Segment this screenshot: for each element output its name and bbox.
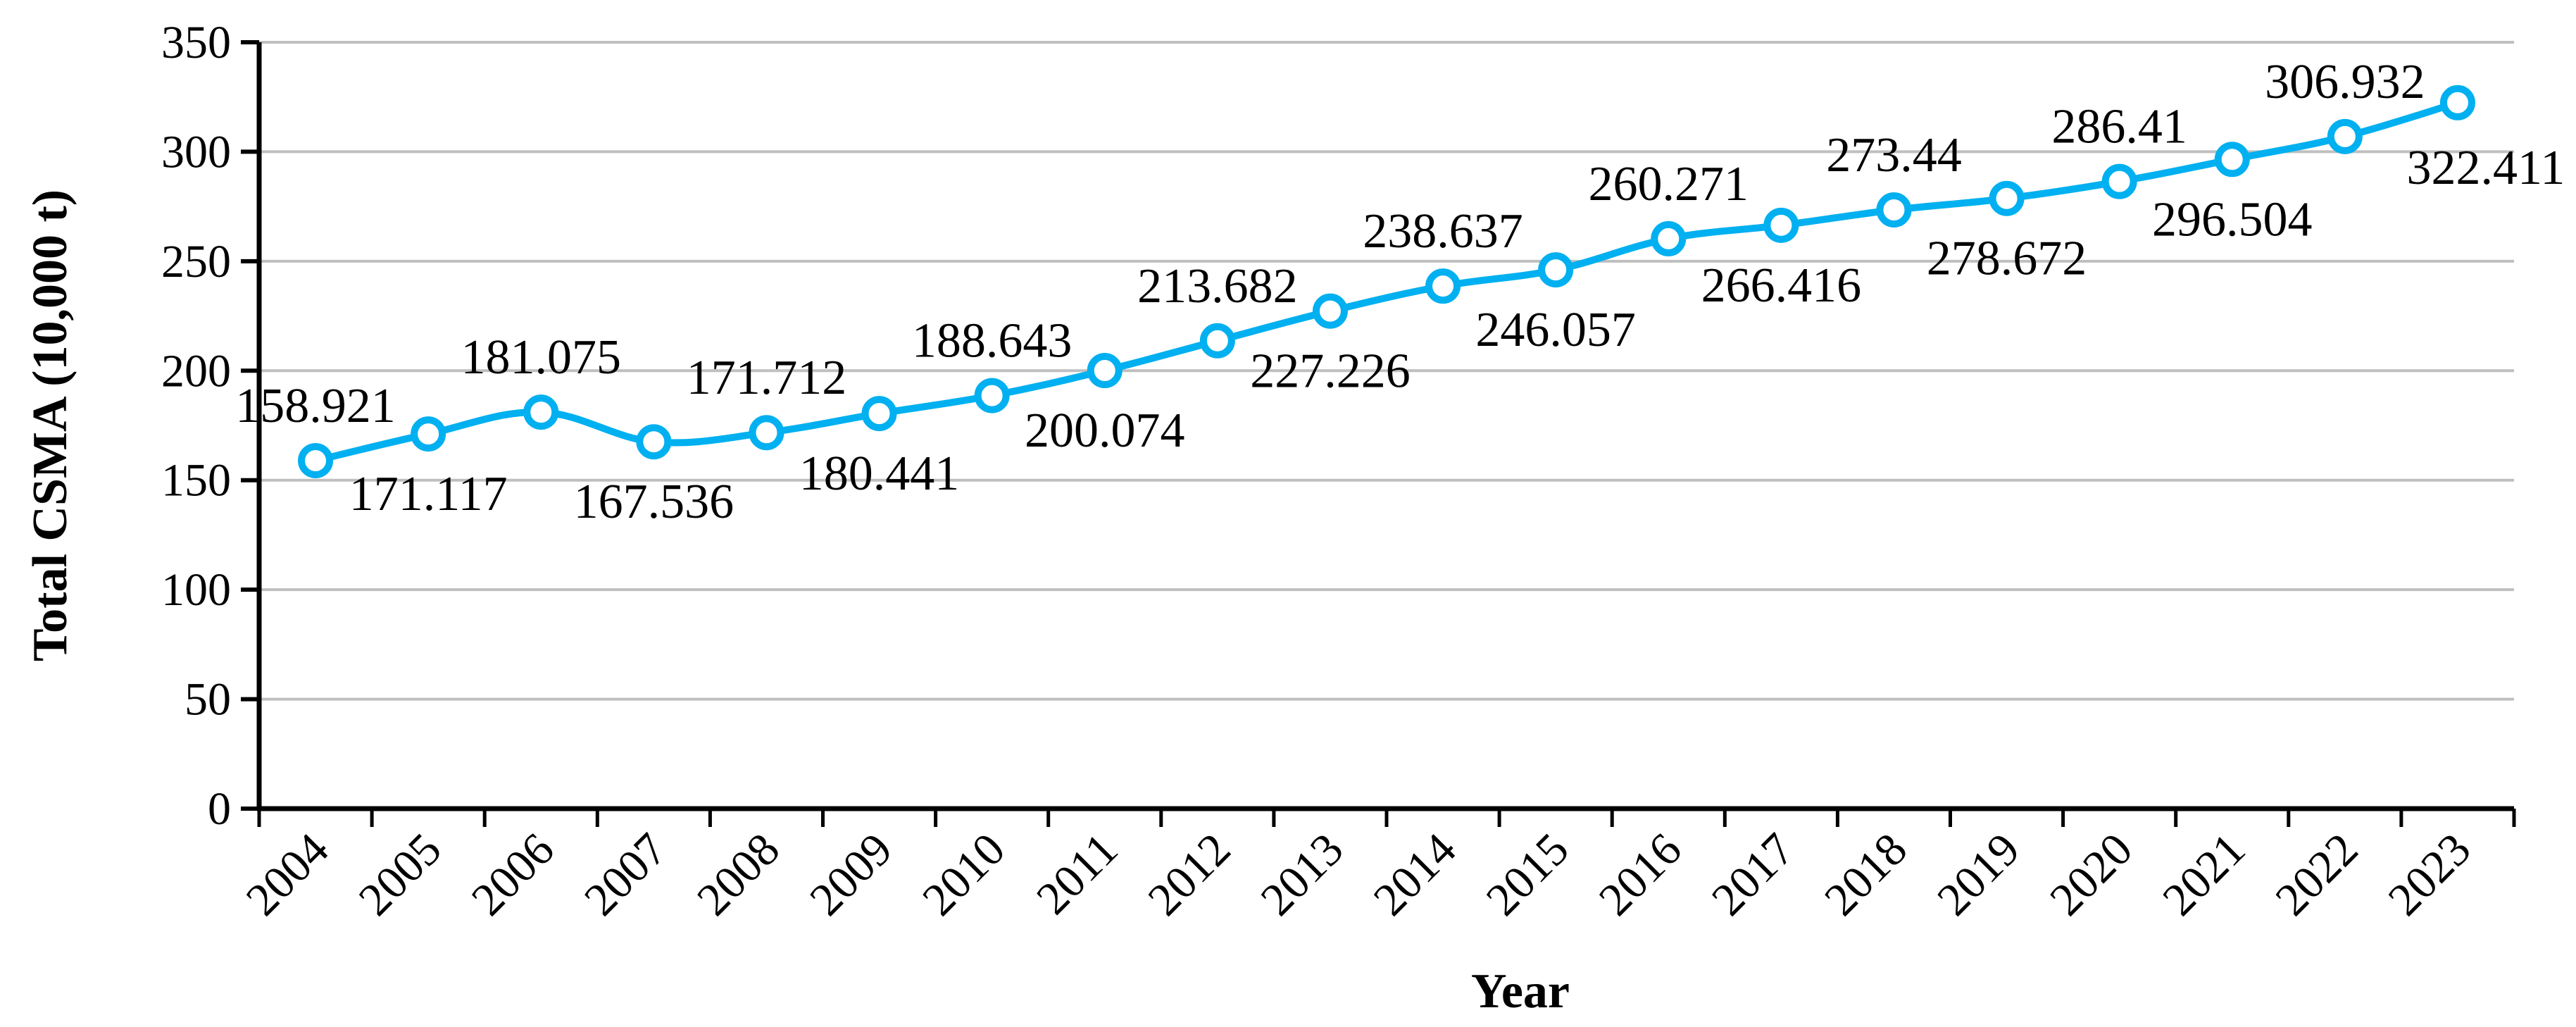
x-tick-label: 2020 xyxy=(2040,823,2142,926)
data-point-marker xyxy=(749,415,784,451)
data-label: 278.672 xyxy=(1927,232,2087,286)
x-tick-label: 2014 xyxy=(1364,823,1466,926)
data-label: 238.637 xyxy=(1363,204,1523,259)
data-label: 306.932 xyxy=(2265,55,2425,109)
x-tick-label: 2006 xyxy=(462,823,564,926)
data-label: 180.441 xyxy=(799,447,960,501)
data-label: 246.057 xyxy=(1475,303,1636,357)
gridlines xyxy=(259,41,2514,701)
y-tick-label: 250 xyxy=(161,236,231,287)
data-point-marker xyxy=(2101,163,2137,199)
data-point-marker xyxy=(298,442,334,478)
axes xyxy=(241,40,2516,827)
y-tick-labels: 0 50 100 150 200 250 300 350 xyxy=(161,17,231,835)
x-tick-label: 2009 xyxy=(800,823,902,926)
x-tick-label: 2016 xyxy=(1589,823,1692,926)
data-point-marker xyxy=(636,424,672,460)
x-tick-label: 2012 xyxy=(1138,823,1240,926)
y-tick-label: 50 xyxy=(185,674,231,726)
x-tick-label: 2007 xyxy=(575,823,677,926)
data-label: 227.226 xyxy=(1250,344,1411,399)
data-point-marker xyxy=(523,394,559,430)
data-label: 171.712 xyxy=(687,351,847,405)
data-point-marker xyxy=(1199,323,1235,359)
x-tick-label: 2008 xyxy=(687,823,789,926)
data-label: 181.075 xyxy=(461,330,622,385)
data-point-marker xyxy=(1087,353,1123,389)
x-tick-label: 2010 xyxy=(913,823,1015,926)
data-label: 286.41 xyxy=(2051,100,2187,154)
data-point-marker xyxy=(1876,192,1912,228)
data-point-marker xyxy=(1538,252,1574,288)
y-tick-label: 150 xyxy=(161,455,231,506)
y-tick-label: 300 xyxy=(161,126,231,178)
y-axis-title: Total CSMA (10,000 t) xyxy=(23,189,77,661)
x-tick-label: 2011 xyxy=(1027,823,1127,924)
x-axis-title: Year xyxy=(1471,964,1570,1019)
data-point-marker xyxy=(2439,85,2475,120)
data-label: 213.682 xyxy=(1137,259,1298,313)
data-label: 296.504 xyxy=(2152,192,2313,247)
data-label: 188.643 xyxy=(912,314,1073,368)
series-line xyxy=(298,85,2475,478)
x-tick-label: 2018 xyxy=(1815,823,1917,926)
data-label: 266.416 xyxy=(1701,259,1862,313)
data-point-marker xyxy=(1651,220,1687,256)
data-label: 158.921 xyxy=(235,379,396,433)
x-tick-label: 2013 xyxy=(1251,823,1353,926)
x-tick-label: 2022 xyxy=(2265,823,2368,926)
data-label: 260.271 xyxy=(1589,157,1749,211)
series-path xyxy=(314,99,2459,464)
data-point-marker xyxy=(2327,118,2363,154)
x-tick-label: 2019 xyxy=(1927,823,2030,926)
data-labels: 158.921 171.117 181.075 167.536 171.712 180.4… xyxy=(235,55,2565,529)
data-point-marker xyxy=(1425,268,1461,304)
x-tick-label: 2017 xyxy=(1702,823,1804,926)
data-point-marker xyxy=(861,396,897,432)
x-tick-label: 2023 xyxy=(2379,823,2481,926)
x-tick-label: 2004 xyxy=(237,823,339,926)
y-tick-label: 100 xyxy=(161,564,231,616)
data-point-marker xyxy=(2214,142,2250,178)
data-point-marker xyxy=(1989,180,2025,216)
data-label: 167.536 xyxy=(574,475,734,529)
y-tick-label: 0 xyxy=(208,783,231,835)
data-point-marker xyxy=(974,378,1010,413)
data-point-marker xyxy=(411,416,446,452)
x-tick-label: 2021 xyxy=(2153,823,2255,926)
y-tick-label: 350 xyxy=(161,17,231,68)
data-point-marker xyxy=(1312,293,1348,329)
y-tick-label: 200 xyxy=(161,345,231,397)
data-label: 322.411 xyxy=(2406,141,2565,195)
data-label: 171.117 xyxy=(349,467,508,521)
x-tick-labels: 2004 2005 2006 2007 2008 2009 2010 2011 2012 2013… xyxy=(237,823,2481,926)
data-point-marker xyxy=(1763,207,1799,243)
data-label: 200.074 xyxy=(1025,404,1185,458)
x-tick-label: 2015 xyxy=(1477,823,1579,926)
data-label: 273.44 xyxy=(1826,128,1962,182)
x-tick-label: 2005 xyxy=(349,823,451,926)
